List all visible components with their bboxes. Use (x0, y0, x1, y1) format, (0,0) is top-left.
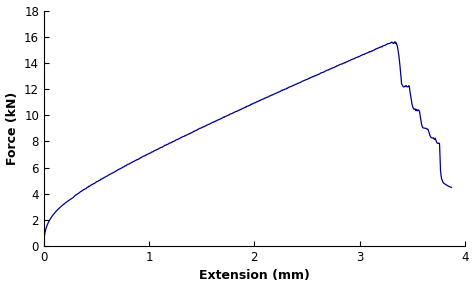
X-axis label: Extension (mm): Extension (mm) (199, 270, 310, 283)
Y-axis label: Force (kN): Force (kN) (6, 92, 18, 165)
